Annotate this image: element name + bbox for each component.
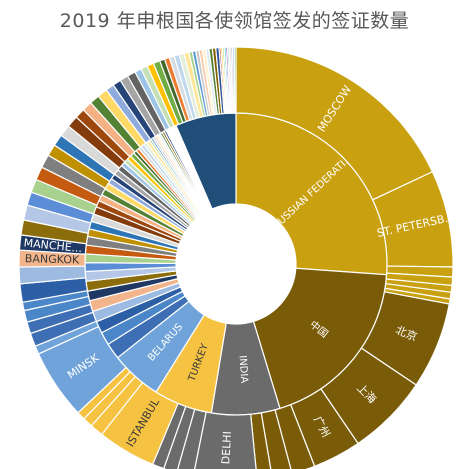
outer-ring-segment-77	[233, 46, 237, 114]
center-hole	[177, 205, 295, 323]
chart-title: 2019 年申根国各使领馆签发的签证数量	[59, 10, 410, 32]
